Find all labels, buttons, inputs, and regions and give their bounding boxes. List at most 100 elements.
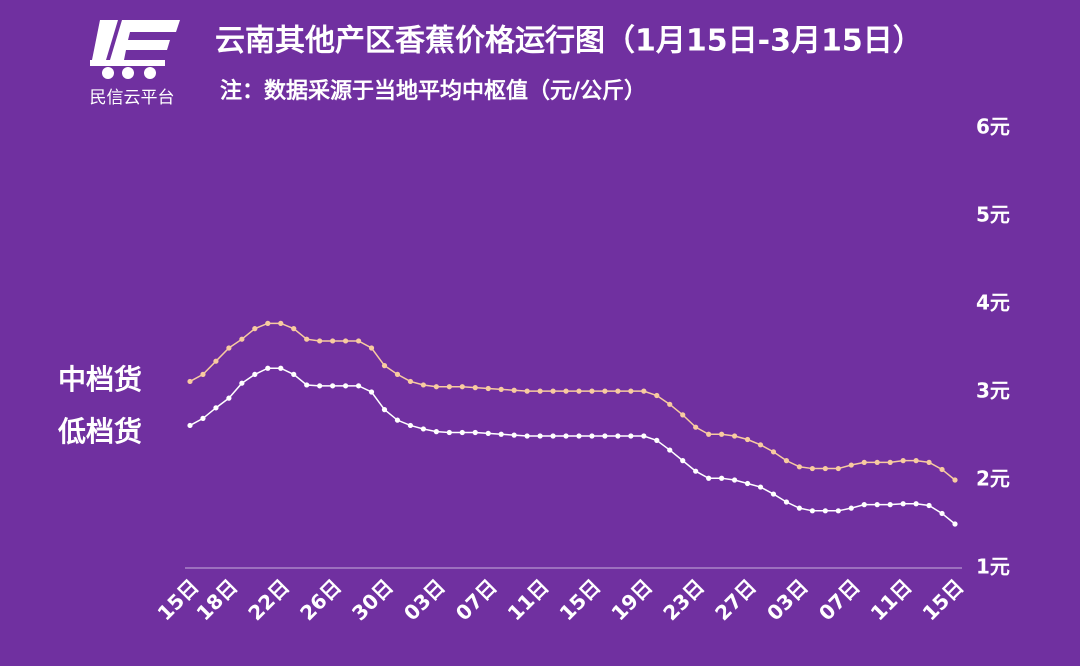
data-point bbox=[342, 338, 349, 344]
data-point bbox=[304, 336, 310, 342]
data-point bbox=[187, 422, 193, 429]
data-point bbox=[770, 491, 777, 497]
data-point bbox=[537, 433, 543, 439]
data-point bbox=[472, 385, 478, 391]
data-point bbox=[602, 433, 608, 439]
data-point bbox=[524, 433, 530, 439]
y-tick-label: 1元 bbox=[976, 555, 1010, 579]
data-point bbox=[939, 466, 945, 473]
data-point bbox=[511, 387, 517, 393]
y-tick-label: 3元 bbox=[976, 379, 1010, 403]
data-point bbox=[576, 388, 582, 394]
data-point bbox=[589, 388, 595, 394]
data-point bbox=[719, 475, 725, 481]
data-point bbox=[498, 386, 504, 392]
data-point bbox=[485, 385, 491, 392]
data-point bbox=[861, 459, 867, 465]
brand: 民信云平台 bbox=[90, 88, 175, 108]
data-point bbox=[900, 501, 906, 507]
series-label: 中档货 bbox=[58, 363, 142, 396]
data-point bbox=[446, 429, 452, 436]
data-point bbox=[667, 401, 673, 407]
data-point bbox=[368, 345, 375, 351]
data-point bbox=[200, 415, 206, 421]
data-point bbox=[317, 383, 323, 389]
data-point bbox=[680, 458, 686, 464]
data-point bbox=[939, 510, 945, 517]
data-point bbox=[407, 422, 414, 429]
data-point bbox=[278, 365, 284, 371]
data-point bbox=[563, 388, 569, 394]
data-point bbox=[213, 405, 219, 411]
data-point bbox=[628, 433, 634, 439]
data-point bbox=[615, 388, 621, 394]
data-point bbox=[381, 363, 388, 369]
data-point bbox=[783, 499, 790, 505]
data-point bbox=[952, 477, 958, 483]
data-point bbox=[602, 388, 608, 394]
data-point bbox=[861, 502, 867, 508]
data-point bbox=[796, 505, 803, 511]
data-point bbox=[615, 433, 621, 439]
data-point bbox=[381, 407, 388, 413]
data-point bbox=[226, 395, 232, 401]
data-point bbox=[887, 459, 893, 465]
series-label: 低档货 bbox=[57, 415, 142, 448]
data-point bbox=[355, 338, 362, 344]
data-point bbox=[355, 383, 362, 389]
data-point bbox=[874, 459, 880, 465]
data-point bbox=[693, 424, 699, 430]
data-point bbox=[809, 508, 815, 514]
data-point bbox=[693, 468, 699, 474]
data-point bbox=[446, 384, 452, 390]
data-point bbox=[926, 459, 932, 465]
data-point bbox=[265, 365, 271, 371]
data-point bbox=[433, 384, 439, 390]
data-point bbox=[459, 429, 465, 436]
data-point bbox=[706, 431, 712, 437]
data-point bbox=[420, 382, 426, 388]
data-point bbox=[926, 502, 932, 509]
data-point bbox=[796, 464, 803, 470]
data-point bbox=[563, 433, 569, 439]
data-point bbox=[239, 336, 245, 342]
data-point bbox=[835, 508, 841, 514]
data-point bbox=[783, 458, 790, 464]
data-point bbox=[576, 433, 582, 439]
data-point bbox=[874, 502, 880, 508]
data-point bbox=[394, 417, 401, 423]
data-point bbox=[330, 383, 336, 389]
data-point bbox=[848, 462, 854, 468]
data-point bbox=[667, 447, 673, 453]
data-point bbox=[407, 378, 414, 385]
data-point bbox=[342, 383, 349, 389]
data-point bbox=[887, 502, 893, 508]
data-point bbox=[900, 458, 906, 464]
data-point bbox=[809, 465, 815, 472]
y-tick-label: 6元 bbox=[976, 115, 1010, 139]
data-point bbox=[770, 449, 777, 455]
data-point bbox=[731, 477, 738, 483]
data-point bbox=[291, 371, 297, 377]
data-point bbox=[822, 465, 828, 472]
data-point bbox=[278, 320, 284, 326]
data-point bbox=[744, 436, 751, 443]
data-point bbox=[537, 388, 543, 394]
data-point bbox=[744, 480, 751, 487]
data-point bbox=[719, 431, 725, 437]
data-point bbox=[654, 392, 660, 399]
data-point bbox=[641, 433, 647, 439]
data-point bbox=[291, 326, 297, 332]
data-point bbox=[680, 412, 686, 418]
data-point bbox=[459, 384, 465, 390]
y-tick-label: 4元 bbox=[976, 291, 1010, 315]
data-point bbox=[200, 371, 206, 377]
chart-subtitle: 注：数据采源于当地平均中枢值（元/公斤） bbox=[220, 78, 646, 104]
data-point bbox=[420, 426, 426, 432]
data-point bbox=[511, 432, 517, 438]
data-point bbox=[757, 484, 764, 490]
chart-title: 云南其他产区香蕉价格运行图（1月15日-3月15日） bbox=[215, 24, 923, 59]
data-point bbox=[394, 371, 401, 377]
data-point bbox=[330, 338, 336, 344]
